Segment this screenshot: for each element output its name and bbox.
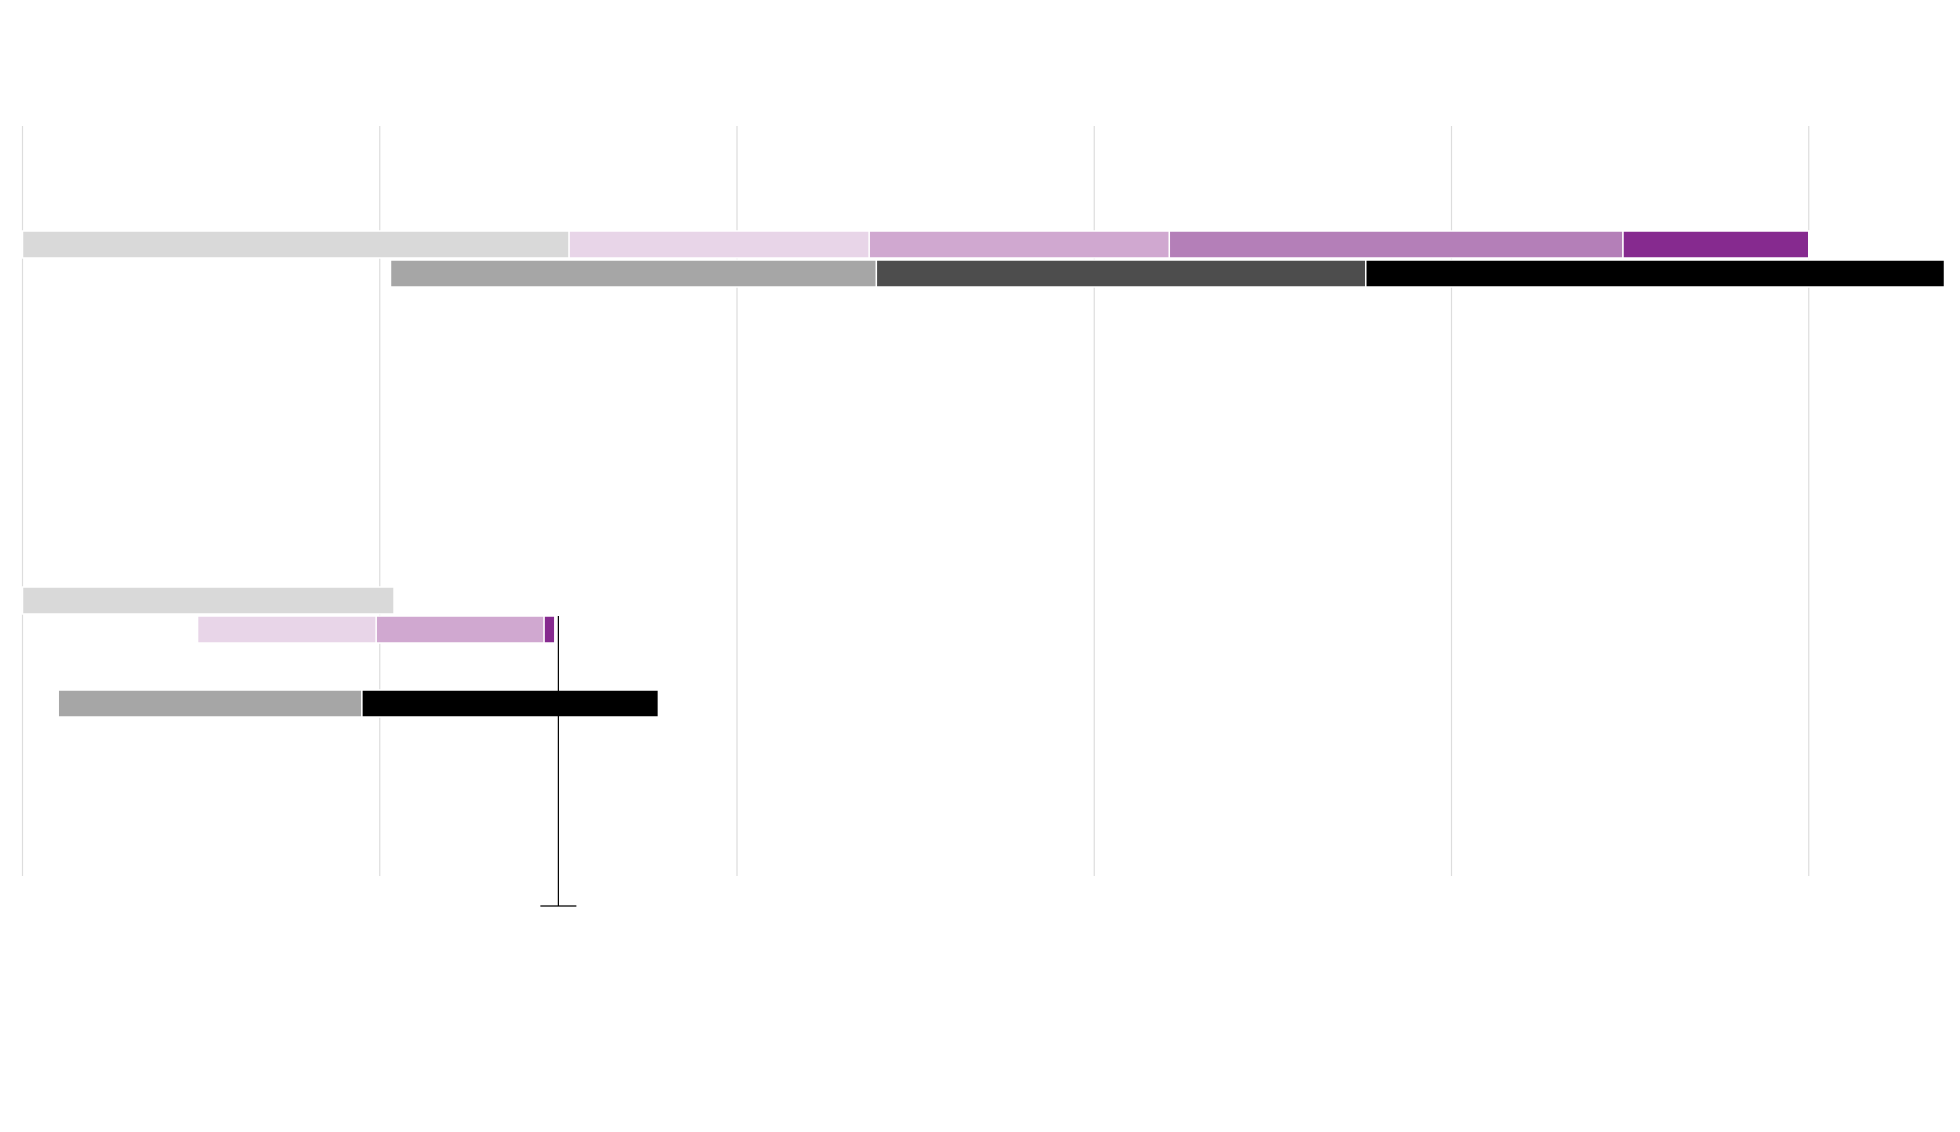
bar-segment: [375, 615, 545, 644]
bar-segment: [389, 259, 878, 288]
bar-segment: [21, 586, 395, 615]
bar-segment: [1168, 230, 1624, 259]
bar-segment: [568, 230, 870, 259]
bar-segment: [196, 615, 377, 644]
bar-segment: [543, 615, 556, 644]
bar-segment: [21, 230, 570, 259]
bar-segment: [868, 230, 1171, 259]
bar-segment: [875, 259, 1367, 288]
bar-segment: [1622, 230, 1810, 259]
bar-segment: [1365, 259, 1946, 288]
bar-segment: [57, 689, 363, 718]
bar-segment: [361, 689, 660, 718]
